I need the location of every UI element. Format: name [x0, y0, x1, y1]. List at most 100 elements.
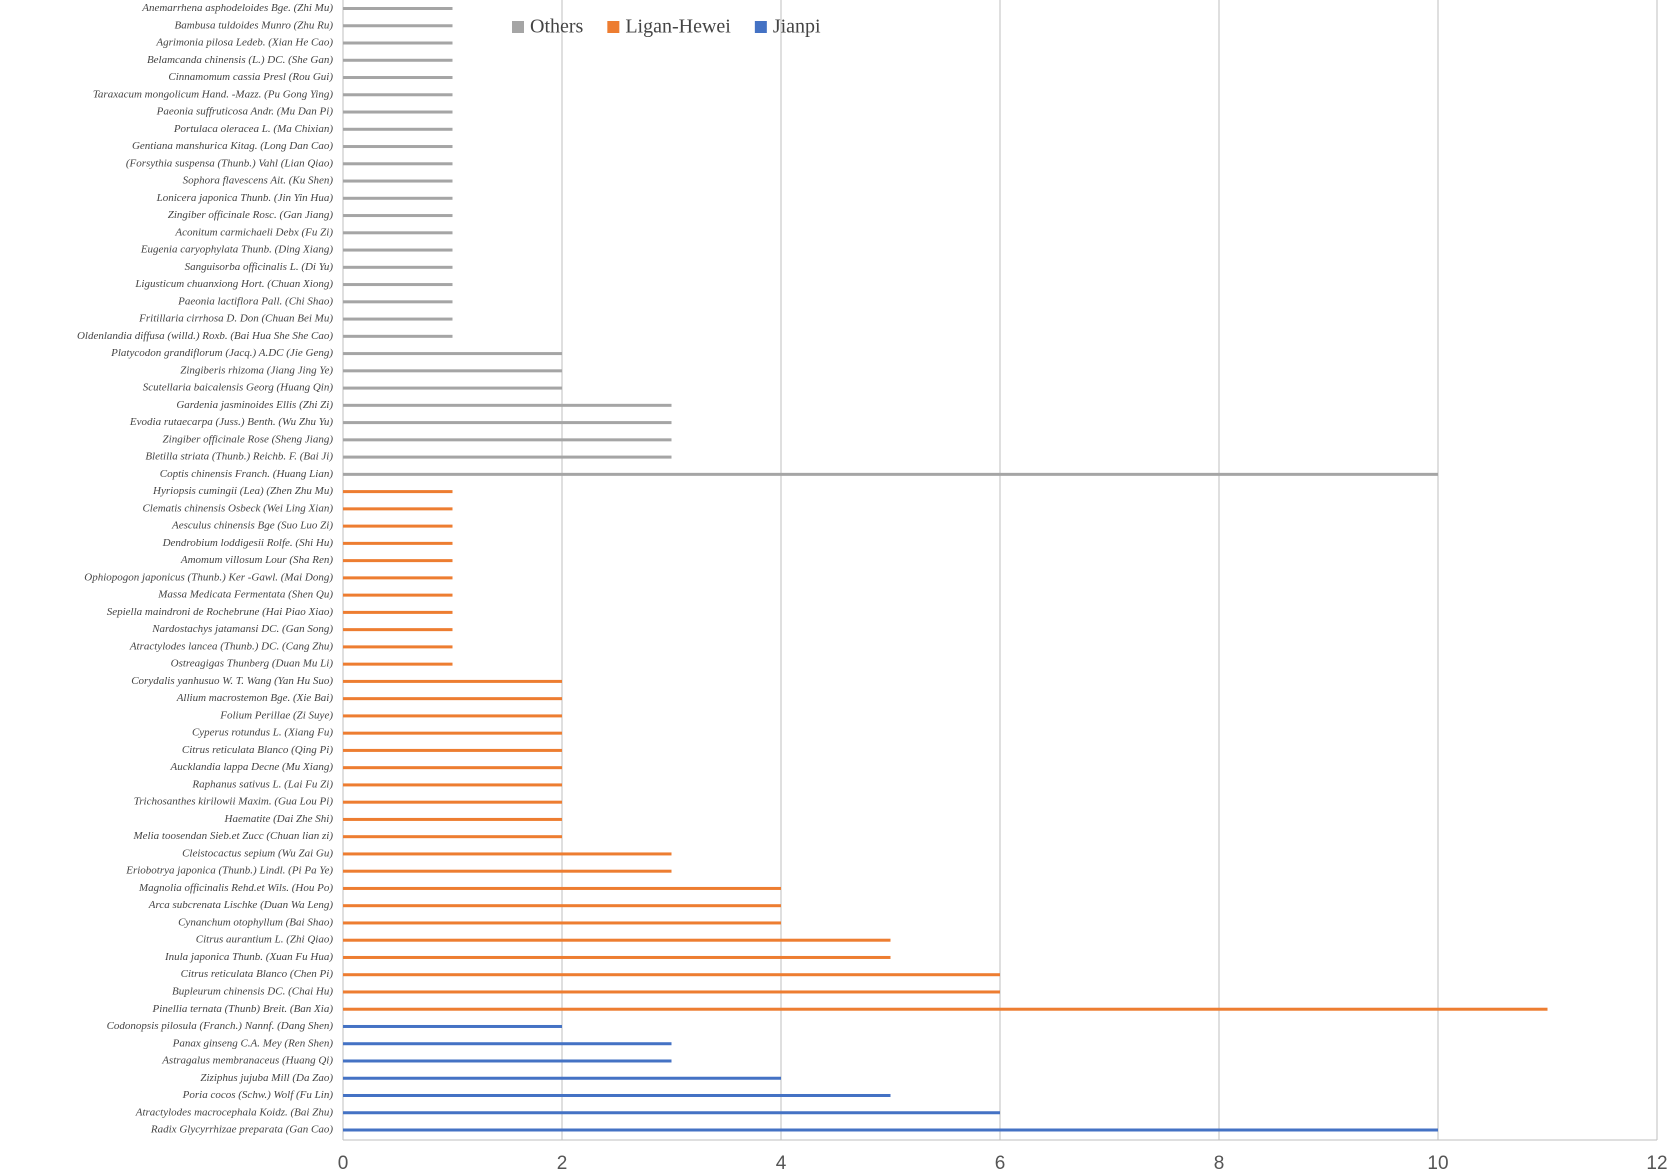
bar — [343, 265, 453, 269]
bar — [343, 938, 891, 942]
bar — [343, 904, 781, 908]
bar — [343, 748, 562, 752]
category-label: Cyperus rotundus L. (Xiang Fu) — [192, 727, 333, 739]
category-label: Zingiber officinale Rose (Sheng Jiang) — [163, 433, 334, 445]
category-label: Sepiella maindroni de Rochebrune (Hai Pi… — [107, 606, 334, 618]
category-label: Taraxacum mongolicum Hand. -Mazz. (Pu Go… — [93, 88, 333, 100]
bar — [343, 1128, 1438, 1132]
category-label: Magnolia officinalis Rehd.et Wils. (Hou … — [138, 882, 333, 894]
bar — [343, 679, 562, 683]
category-label: Folium Perillae (Zi Suye) — [219, 709, 333, 721]
bar — [343, 800, 562, 804]
category-label: Zingiber officinale Rosc. (Gan Jiang) — [168, 209, 334, 221]
category-label: Haematite (Dai Zhe Shi) — [224, 813, 334, 825]
category-label: Hyriopsis cumingii (Lea) (Zhen Zhu Mu) — [152, 485, 333, 497]
bar — [343, 58, 453, 62]
category-label: Bupleurum chinensis DC. (Chai Hu) — [172, 986, 333, 998]
bar — [343, 438, 672, 442]
x-tick-label: 2 — [557, 1153, 568, 1174]
category-label: Gardenia jasminoides Ellis (Zhi Zi) — [176, 399, 333, 411]
category-label: Ziziphus jujuba Mill (Da Zao) — [200, 1072, 333, 1084]
bar — [343, 1076, 781, 1080]
bar — [343, 403, 672, 407]
bar — [343, 1024, 562, 1028]
x-tick-label: 0 — [338, 1153, 349, 1174]
bar — [343, 455, 672, 459]
bar — [343, 127, 453, 131]
category-label: Citrus reticulata Blanco (Chen Pi) — [181, 968, 334, 980]
legend-swatch — [512, 21, 524, 33]
bar — [343, 852, 672, 856]
bar — [343, 697, 562, 701]
category-label: Allium macrostemon Bge. (Xie Bai) — [176, 692, 334, 704]
bar — [343, 7, 453, 10]
legend-swatch — [754, 21, 767, 33]
bar — [343, 283, 453, 287]
bar — [343, 41, 453, 45]
bar — [343, 731, 562, 735]
bar — [343, 369, 562, 373]
category-label: (Forsythia suspensa (Thunb.) Vahl (Lian … — [126, 157, 334, 169]
bar — [343, 662, 453, 666]
category-label: Agrimonia pilosa Ledeb. (Xian He Cao) — [155, 37, 333, 49]
bar — [343, 593, 453, 597]
category-label: Nardostachys jatamansi DC. (Gan Song) — [151, 623, 333, 635]
category-label: Ligusticum chuanxiong Hort. (Chuan Xiong… — [134, 278, 333, 290]
category-label: Amomum villosum Lour (Sha Ren) — [180, 554, 333, 566]
category-label: Eriobotrya japonica (Thunb.) Lindl. (Pi … — [125, 865, 333, 877]
bar — [343, 145, 453, 149]
category-label: Citrus reticulata Blanco (Qing Pi) — [182, 744, 333, 756]
bar — [343, 300, 453, 304]
category-label: Ostreagigas Thunberg (Duan Mu Li) — [171, 658, 334, 670]
category-label: Massa Medicata Fermentata (Shen Qu) — [157, 589, 333, 601]
category-label: Citrus aurantium L. (Zhi Qiao) — [196, 934, 334, 946]
category-label: Bambusa tuldoides Munro (Zhu Ru) — [175, 19, 334, 31]
bar — [343, 1059, 672, 1063]
bar — [343, 783, 562, 787]
category-label: Atractylodes lancea (Thunb.) DC. (Cang Z… — [129, 640, 334, 652]
bar — [343, 162, 453, 166]
category-label: Cinnamomum cassia Presl (Rou Gui) — [168, 71, 333, 83]
legend-label: Ligan-Hewei — [625, 16, 731, 38]
category-label: Panax ginseng C.A. Mey (Ren Shen) — [172, 1037, 334, 1049]
category-label: Pinellia ternata (Thunb) Breit. (Ban Xia… — [152, 1003, 334, 1015]
category-label: Aconitum carmichaeli Debx (Fu Zi) — [174, 226, 333, 238]
category-label: Raphanus sativus L. (Lai Fu Zi) — [191, 778, 333, 790]
bar — [343, 628, 453, 632]
x-tick-label: 10 — [1427, 1153, 1448, 1174]
category-label: Scutellaria baicalensis Georg (Huang Qin… — [143, 382, 334, 394]
category-label: Gentiana manshurica Kitag. (Long Dan Cao… — [132, 140, 333, 152]
bar — [343, 76, 453, 80]
category-label: Cynanchum otophyllum (Bai Shao) — [178, 916, 333, 928]
bar — [343, 317, 453, 321]
category-label: Corydalis yanhusuo W. T. Wang (Yan Hu Su… — [131, 675, 333, 687]
x-tick-label: 6 — [995, 1153, 1006, 1174]
bar — [343, 886, 781, 890]
bar — [343, 179, 453, 183]
bar — [343, 1007, 1548, 1011]
x-tick-label: 12 — [1646, 1153, 1667, 1174]
category-label: Ophiopogon japonicus (Thunb.) Ker -Gawl.… — [84, 571, 333, 583]
bar — [343, 1111, 1000, 1115]
bar — [343, 196, 453, 200]
bar — [343, 869, 672, 873]
category-label: Radix Glycyrrhizae preparata (Gan Cao) — [150, 1124, 333, 1136]
category-label: Paeonia lactiflora Pall. (Chi Shao) — [177, 295, 333, 307]
bar — [343, 559, 453, 563]
category-label: Clematis chinensis Osbeck (Wei Ling Xian… — [142, 502, 333, 514]
bar — [343, 421, 672, 425]
category-label: Bletilla striata (Thunb.) Reichb. F. (Ba… — [145, 451, 333, 463]
legend-label: Jianpi — [773, 16, 821, 38]
category-label: Melia toosendan Sieb.et Zucc (Chuan lian… — [133, 830, 334, 842]
legend-swatch — [607, 21, 620, 33]
bar — [343, 24, 453, 28]
bar — [343, 1042, 672, 1046]
category-label: Eugenia caryophylata Thunb. (Ding Xiang) — [140, 244, 334, 256]
category-label: Astragalus membranaceus (Huang Qi) — [161, 1055, 333, 1067]
bar — [343, 817, 562, 821]
x-tick-label: 4 — [776, 1153, 787, 1174]
category-label: Atractylodes macrocephala Koidz. (Bai Zh… — [135, 1106, 334, 1118]
bar — [343, 1093, 891, 1097]
bar — [343, 93, 453, 97]
